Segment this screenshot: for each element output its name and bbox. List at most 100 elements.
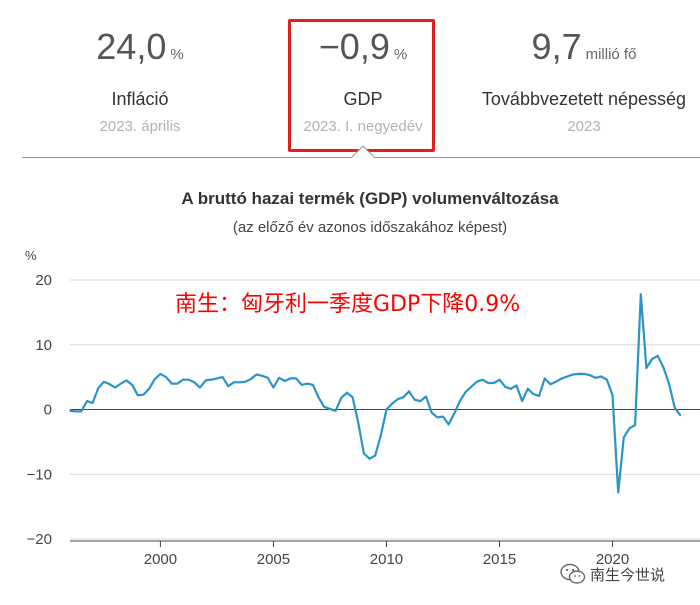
- gdp-period: 2023. I. negyedév: [303, 118, 423, 135]
- stat-value-row: 24,0%: [40, 22, 240, 80]
- y-axis-label: %: [25, 248, 37, 263]
- chart-subtitle: (az előző év azonos időszakához képest): [232, 219, 508, 236]
- data-point: [374, 454, 377, 457]
- data-point: [216, 377, 218, 380]
- data-point: [306, 382, 309, 385]
- data-point: [255, 373, 258, 376]
- data-point: [510, 388, 512, 390]
- data-point: [532, 393, 535, 395]
- stat-inflation[interactable]: 24,0% Infláció 2023. április: [40, 22, 240, 138]
- data-point: [498, 378, 501, 381]
- data-point: [278, 377, 280, 379]
- data-point: [572, 373, 574, 376]
- chart-annotation: 南生：匈牙利一季度GDP下降0.9%: [175, 292, 521, 317]
- data-point: [148, 388, 150, 390]
- data-point: [267, 377, 269, 379]
- y-tick-label: 0: [44, 402, 52, 419]
- data-point: [493, 382, 495, 384]
- data-point: [80, 410, 83, 413]
- data-point: [221, 376, 224, 378]
- data-point: [170, 382, 173, 385]
- data-point: [351, 396, 354, 399]
- data-point: [368, 457, 371, 460]
- data-point: [628, 427, 631, 430]
- data-point: [566, 375, 569, 378]
- data-point: [549, 383, 552, 386]
- gdp-series-line: [69, 293, 682, 494]
- data-point: [210, 378, 213, 381]
- data-point: [182, 378, 184, 381]
- data-point: [402, 396, 405, 399]
- data-point: [289, 377, 292, 380]
- data-point: [329, 408, 331, 410]
- data-point: [600, 375, 602, 378]
- data-point: [425, 395, 427, 398]
- gdp-label: GDP: [343, 89, 383, 109]
- data-point: [108, 383, 111, 386]
- x-tick-label: 2000: [144, 551, 177, 568]
- data-point: [560, 377, 563, 380]
- data-point: [668, 382, 670, 385]
- data-point: [357, 421, 360, 424]
- data-point: [555, 380, 557, 383]
- data-point: [589, 374, 591, 377]
- data-point: [481, 378, 484, 381]
- population-unit: millió fő: [585, 46, 637, 63]
- data-point: [363, 452, 365, 455]
- data-point: [199, 386, 201, 389]
- data-point: [227, 385, 229, 388]
- data-point: [397, 398, 399, 400]
- data-point: [233, 381, 235, 384]
- data-point: [442, 415, 444, 418]
- gdp-value: −0,9: [318, 26, 390, 67]
- stat-gdp[interactable]: −0,9% GDP 2023. I. negyedév: [290, 22, 436, 138]
- data-point: [634, 424, 636, 426]
- gdp-unit: %: [393, 46, 408, 63]
- population-period: 2023: [567, 118, 601, 135]
- data-point: [487, 382, 490, 384]
- data-point: [300, 384, 303, 386]
- data-point: [103, 380, 105, 383]
- data-point: [74, 410, 77, 413]
- y-tick-label: −10: [27, 466, 52, 483]
- wechat-icon: [560, 563, 586, 584]
- data-point: [577, 373, 580, 375]
- data-point: [464, 391, 467, 393]
- data-point: [623, 436, 625, 439]
- inflation-label: Infláció: [111, 89, 169, 109]
- data-point: [583, 373, 586, 375]
- data-point: [436, 416, 439, 419]
- data-point: [391, 402, 393, 405]
- data-point: [261, 375, 263, 377]
- data-point: [606, 378, 608, 381]
- data-point: [86, 400, 88, 402]
- data-point: [419, 400, 422, 402]
- data-point: [521, 400, 523, 402]
- selected-tab-caret-icon: [350, 145, 376, 159]
- data-point: [527, 388, 529, 390]
- data-point: [656, 355, 659, 357]
- data-point: [645, 367, 648, 369]
- data-point: [611, 394, 614, 397]
- data-point: [430, 411, 433, 414]
- data-point: [69, 410, 71, 412]
- data-point: [250, 378, 252, 380]
- data-point: [323, 406, 326, 408]
- stat-population[interactable]: 9,7 millió fő Továbbvezetett népesség 202…: [468, 22, 700, 138]
- data-point: [97, 387, 100, 389]
- inflation-value: 24,0: [96, 26, 167, 67]
- population-value: 9,7: [531, 26, 582, 67]
- data-point: [504, 386, 507, 388]
- data-point: [142, 393, 145, 396]
- data-point: [193, 381, 196, 384]
- data-point: [543, 377, 546, 380]
- data-point: [187, 378, 190, 381]
- data-point: [165, 376, 167, 378]
- data-point: [312, 384, 314, 386]
- stat-value-row: 9,7 millió fő: [468, 22, 700, 80]
- data-point: [238, 381, 241, 384]
- x-tick-label: 2005: [257, 551, 290, 568]
- indicator-strip: 24,0% Infláció 2023. április −0,9% GDP 2…: [0, 0, 700, 160]
- data-point: [447, 423, 450, 426]
